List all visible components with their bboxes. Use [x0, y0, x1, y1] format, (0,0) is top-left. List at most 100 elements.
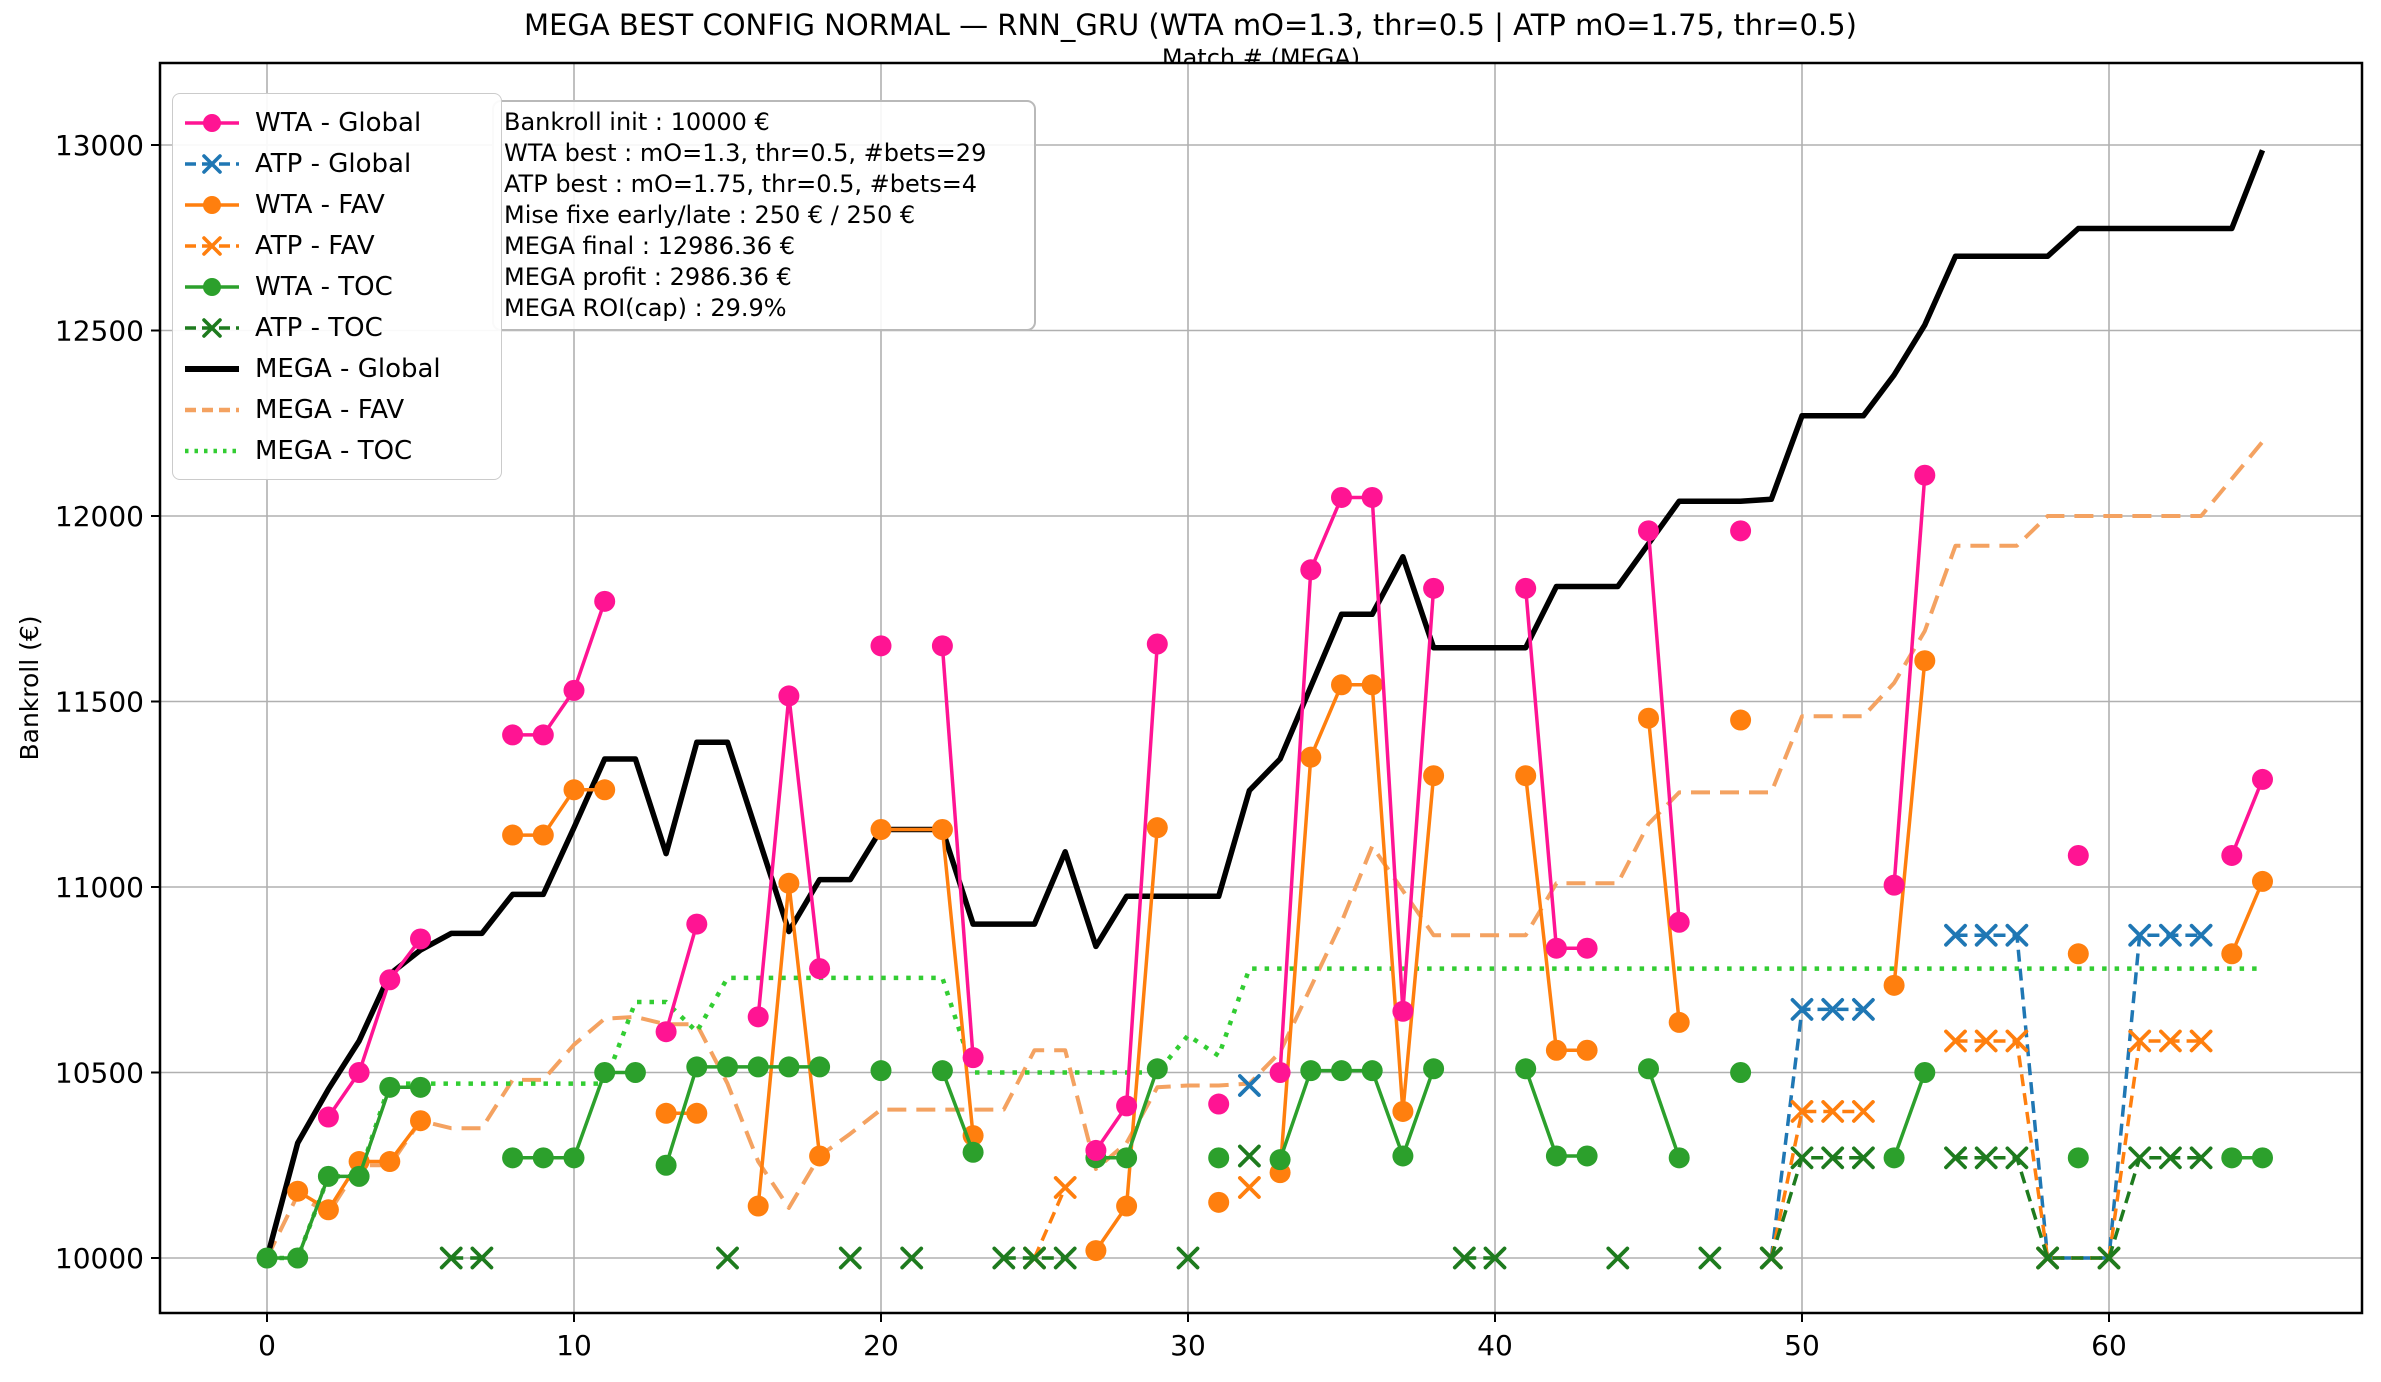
marker-circle — [594, 590, 616, 612]
legend-item-wta-fav: WTA - FAV — [183, 184, 499, 225]
marker-x — [470, 1246, 494, 1270]
series-line — [1955, 1156, 2202, 1260]
marker-circle — [1515, 577, 1537, 599]
marker-circle — [2221, 844, 2243, 866]
marker-circle — [1423, 765, 1445, 787]
marker-x — [1852, 1100, 1875, 1123]
marker-circle — [1668, 1147, 1690, 1169]
marker-circle — [1361, 486, 1383, 508]
marker-circle — [2067, 844, 2089, 866]
legend-item-wta-global: WTA - Global — [183, 102, 499, 143]
marker-circle — [1638, 1058, 1659, 1080]
marker-x — [716, 1246, 739, 1270]
marker-x — [1944, 1146, 1967, 1170]
marker-circle — [1914, 650, 1936, 672]
marker-circle — [686, 913, 708, 935]
legend-swatch-icon — [185, 113, 239, 132]
marker-circle — [563, 1147, 585, 1169]
series-line — [1646, 1068, 1681, 1159]
marker-x — [2036, 1246, 2059, 1270]
marker-circle — [1545, 937, 1567, 959]
marker-circle — [1085, 1240, 1107, 1262]
marker-x — [2005, 923, 2029, 947]
marker-x — [1821, 1146, 1845, 1170]
legend-swatch-icon — [185, 153, 239, 174]
marker-circle — [686, 1102, 708, 1124]
marker-circle — [778, 1056, 800, 1078]
series-line — [326, 937, 422, 1118]
marker-circle — [379, 1151, 401, 1173]
series-ATP-TOC — [439, 1144, 2213, 1270]
marker-circle — [532, 824, 554, 846]
series-line — [1278, 1068, 1436, 1161]
x-tick-label: 20 — [863, 1329, 899, 1362]
marker-circle — [2067, 943, 2089, 965]
marker-x — [1238, 1074, 1261, 1097]
marker-circle — [1638, 520, 1659, 542]
marker-circle — [1361, 1060, 1383, 1082]
marker-circle — [348, 1062, 370, 1083]
legend-swatch-icon — [185, 277, 239, 296]
marker-circle — [870, 635, 892, 657]
marker-circle — [1668, 911, 1690, 933]
marker-circle — [1545, 1039, 1567, 1061]
series-line — [1769, 1007, 1864, 1259]
legend-label: ATP - TOC — [255, 312, 383, 343]
marker-circle — [317, 1199, 339, 1221]
legend-swatch-icon — [185, 407, 239, 412]
marker-x — [1821, 998, 1845, 1021]
legend-swatch-icon — [185, 195, 239, 214]
legend-label: WTA - Global — [255, 107, 422, 138]
legend-item-mega-toc: MEGA - TOC — [183, 430, 499, 471]
marker-circle — [410, 928, 431, 950]
marker-circle — [563, 679, 585, 701]
marker-circle — [1392, 1000, 1414, 1022]
marker-circle — [594, 779, 616, 801]
marker-circle — [379, 969, 401, 991]
series-line — [1278, 683, 1436, 1173]
info-line: ATP best : mO=1.75, thr=0.5, #bets=4 — [504, 170, 978, 198]
marker-circle — [1730, 709, 1752, 731]
marker-circle — [1146, 1058, 1168, 1080]
marker-circle — [2221, 943, 2243, 965]
marker-circle — [594, 1062, 616, 1083]
marker-x — [2189, 923, 2213, 947]
x-tick-label: 50 — [1784, 1329, 1820, 1362]
marker-circle — [348, 1165, 370, 1187]
legend-swatch-icon — [185, 448, 239, 453]
marker-circle — [747, 1056, 769, 1078]
series-MEGA-TOC — [267, 966, 2263, 1261]
series-line — [1892, 660, 1927, 986]
marker-x — [2097, 1246, 2121, 1270]
marker-circle — [532, 724, 554, 746]
info-line: MEGA profit : 2986.36 € — [504, 263, 792, 291]
marker-circle — [962, 1047, 984, 1069]
marker-circle — [686, 1056, 708, 1078]
series-line — [1892, 1071, 1927, 1159]
marker-x — [2159, 1146, 2182, 1170]
marker-circle — [1883, 1147, 1905, 1169]
marker-circle — [502, 1147, 524, 1169]
marker-circle — [1914, 1062, 1936, 1083]
series-line — [2230, 778, 2265, 857]
marker-circle — [1116, 1195, 1138, 1217]
marker-x — [900, 1246, 924, 1270]
marker-circle — [256, 1247, 278, 1269]
marker-circle — [717, 1056, 738, 1078]
marker-circle — [809, 958, 831, 980]
y-tick-label: 10000 — [55, 1242, 144, 1275]
info-line: MEGA ROI(cap) : 29.9% — [504, 294, 787, 322]
legend-item-atp-toc: ATP - TOC — [183, 307, 499, 348]
marker-circle — [931, 635, 953, 657]
marker-circle — [287, 1247, 309, 1269]
marker-circle — [317, 1106, 339, 1128]
marker-circle — [809, 1145, 831, 1167]
marker-x — [2159, 923, 2182, 947]
y-tick-label: 11500 — [55, 686, 144, 719]
marker-circle — [1116, 1095, 1138, 1117]
marker-circle — [1730, 520, 1752, 542]
y-axis-label: Bankroll (€) — [15, 615, 44, 760]
series-MEGA-Global — [264, 149, 2266, 1259]
info-line: Bankroll init : 10000 € — [504, 108, 770, 136]
